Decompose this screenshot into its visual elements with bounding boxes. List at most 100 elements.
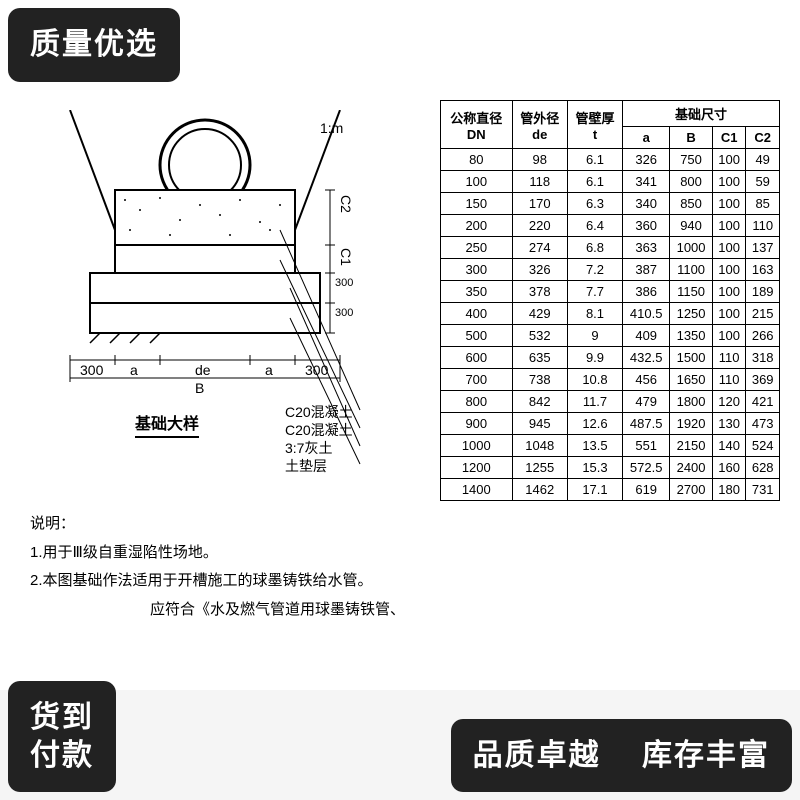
table-cell: 532 [512,325,567,347]
table-cell: 635 [512,347,567,369]
table-cell: 318 [746,347,780,369]
table-cell: 49 [746,149,780,171]
table-cell: 6.8 [567,237,622,259]
th-B: B [670,127,713,149]
diagram-title: 基础大样 [135,410,199,438]
table-cell: 524 [746,435,780,457]
table-cell: 1255 [512,457,567,479]
table-cell: 6.1 [567,149,622,171]
table-cell: 1100 [670,259,713,281]
table-cell: 410.5 [623,303,670,325]
badge-br-2: 库存丰富 [642,739,770,772]
badge-bottom-right: 品质卓越 库存丰富 [451,719,792,793]
dim-slope: 1:m [320,120,343,136]
table-cell: 2400 [670,457,713,479]
table-cell: 386 [623,281,670,303]
table-cell: 1000 [441,435,513,457]
table-row: 80084211.74791800120421 [441,391,780,413]
dim-B: B [195,380,204,396]
table-row: 1200125515.3572.52400160628 [441,457,780,479]
table-cell: 189 [746,281,780,303]
explain-line-1: 2.本图基础作法适用于开槽施工的球墨铸铁给水管。 [30,567,430,596]
table-cell: 6.4 [567,215,622,237]
table-cell: 2150 [670,435,713,457]
table-cell: 12.6 [567,413,622,435]
note-3: 土垫层 [285,456,327,476]
explain-line-0: 1.用于Ⅲ级自重湿陷性场地。 [30,539,430,568]
table-cell: 85 [746,193,780,215]
table-cell: 100 [712,215,746,237]
explanation-block: 说明： 1.用于Ⅲ级自重湿陷性场地。 2.本图基础作法适用于开槽施工的球墨铸铁给… [30,510,430,624]
table-cell: 98 [512,149,567,171]
table-row: 1000104813.55512150140524 [441,435,780,457]
badge-br-1: 品质卓越 [473,739,601,772]
table-cell: 10.8 [567,369,622,391]
table-cell: 215 [746,303,780,325]
table-cell: 421 [746,391,780,413]
table-row: 4004298.1410.51250100215 [441,303,780,325]
table-cell: 369 [746,369,780,391]
table-cell: 429 [512,303,567,325]
table-cell: 9.9 [567,347,622,369]
table-row: 90094512.6487.51920130473 [441,413,780,435]
th-group: 基础尺寸 [623,101,780,127]
table-cell: 15.3 [567,457,622,479]
dimension-table: 公称直径DN 管外径de 管壁厚t 基础尺寸 a B C1 C2 80986.1… [440,100,780,501]
table-cell: 800 [670,171,713,193]
table-cell: 118 [512,171,567,193]
table-cell: 551 [623,435,670,457]
table-cell: 628 [746,457,780,479]
table-row: 2002206.4360940100110 [441,215,780,237]
document-page: 300 a de a 300 B C2 C1 300 300 1:m 基础大样 … [0,0,800,690]
table-cell: 341 [623,171,670,193]
dim-C1: C1 [338,248,354,266]
dim-300b: 300 [335,307,353,319]
th-a: a [623,127,670,149]
table-cell: 100 [712,303,746,325]
table-cell: 80 [441,149,513,171]
table-cell: 409 [623,325,670,347]
table-cell: 378 [512,281,567,303]
table-cell: 1500 [670,347,713,369]
table-cell: 487.5 [623,413,670,435]
table-cell: 572.5 [623,457,670,479]
table-cell: 432.5 [623,347,670,369]
table-row: 3503787.73861150100189 [441,281,780,303]
table-cell: 940 [670,215,713,237]
table-cell: 100 [712,171,746,193]
table-cell: 2700 [670,479,713,501]
table-cell: 945 [512,413,567,435]
table-cell: 850 [670,193,713,215]
explain-heading: 说明： [30,510,430,539]
table-cell: 17.1 [567,479,622,501]
table-cell: 100 [712,281,746,303]
table-cell: 220 [512,215,567,237]
table-row: 80986.132675010049 [441,149,780,171]
table-cell: 13.5 [567,435,622,457]
table-cell: 140 [712,435,746,457]
th-dn: 公称直径DN [441,101,513,149]
th-C2: C2 [746,127,780,149]
table-cell: 100 [712,325,746,347]
table-cell: 1462 [512,479,567,501]
table-cell: 1920 [670,413,713,435]
table-cell: 1400 [441,479,513,501]
table-cell: 110 [712,369,746,391]
table-cell: 130 [712,413,746,435]
table-cell: 842 [512,391,567,413]
table-cell: 6.3 [567,193,622,215]
table-row: 2502746.83631000100137 [441,237,780,259]
table-cell: 100 [712,259,746,281]
table-cell: 400 [441,303,513,325]
table-cell: 9 [567,325,622,347]
table-cell: 731 [746,479,780,501]
explain-line-2: 应符合《水及燃气管道用球墨铸铁管、 [30,596,430,625]
table-cell: 800 [441,391,513,413]
table-cell: 300 [441,259,513,281]
table-cell: 1650 [670,369,713,391]
table-body: 80986.1326750100491001186.13418001005915… [441,149,780,501]
table-cell: 1150 [670,281,713,303]
dim-a1: a [130,362,138,378]
table-cell: 200 [441,215,513,237]
table-cell: 170 [512,193,567,215]
